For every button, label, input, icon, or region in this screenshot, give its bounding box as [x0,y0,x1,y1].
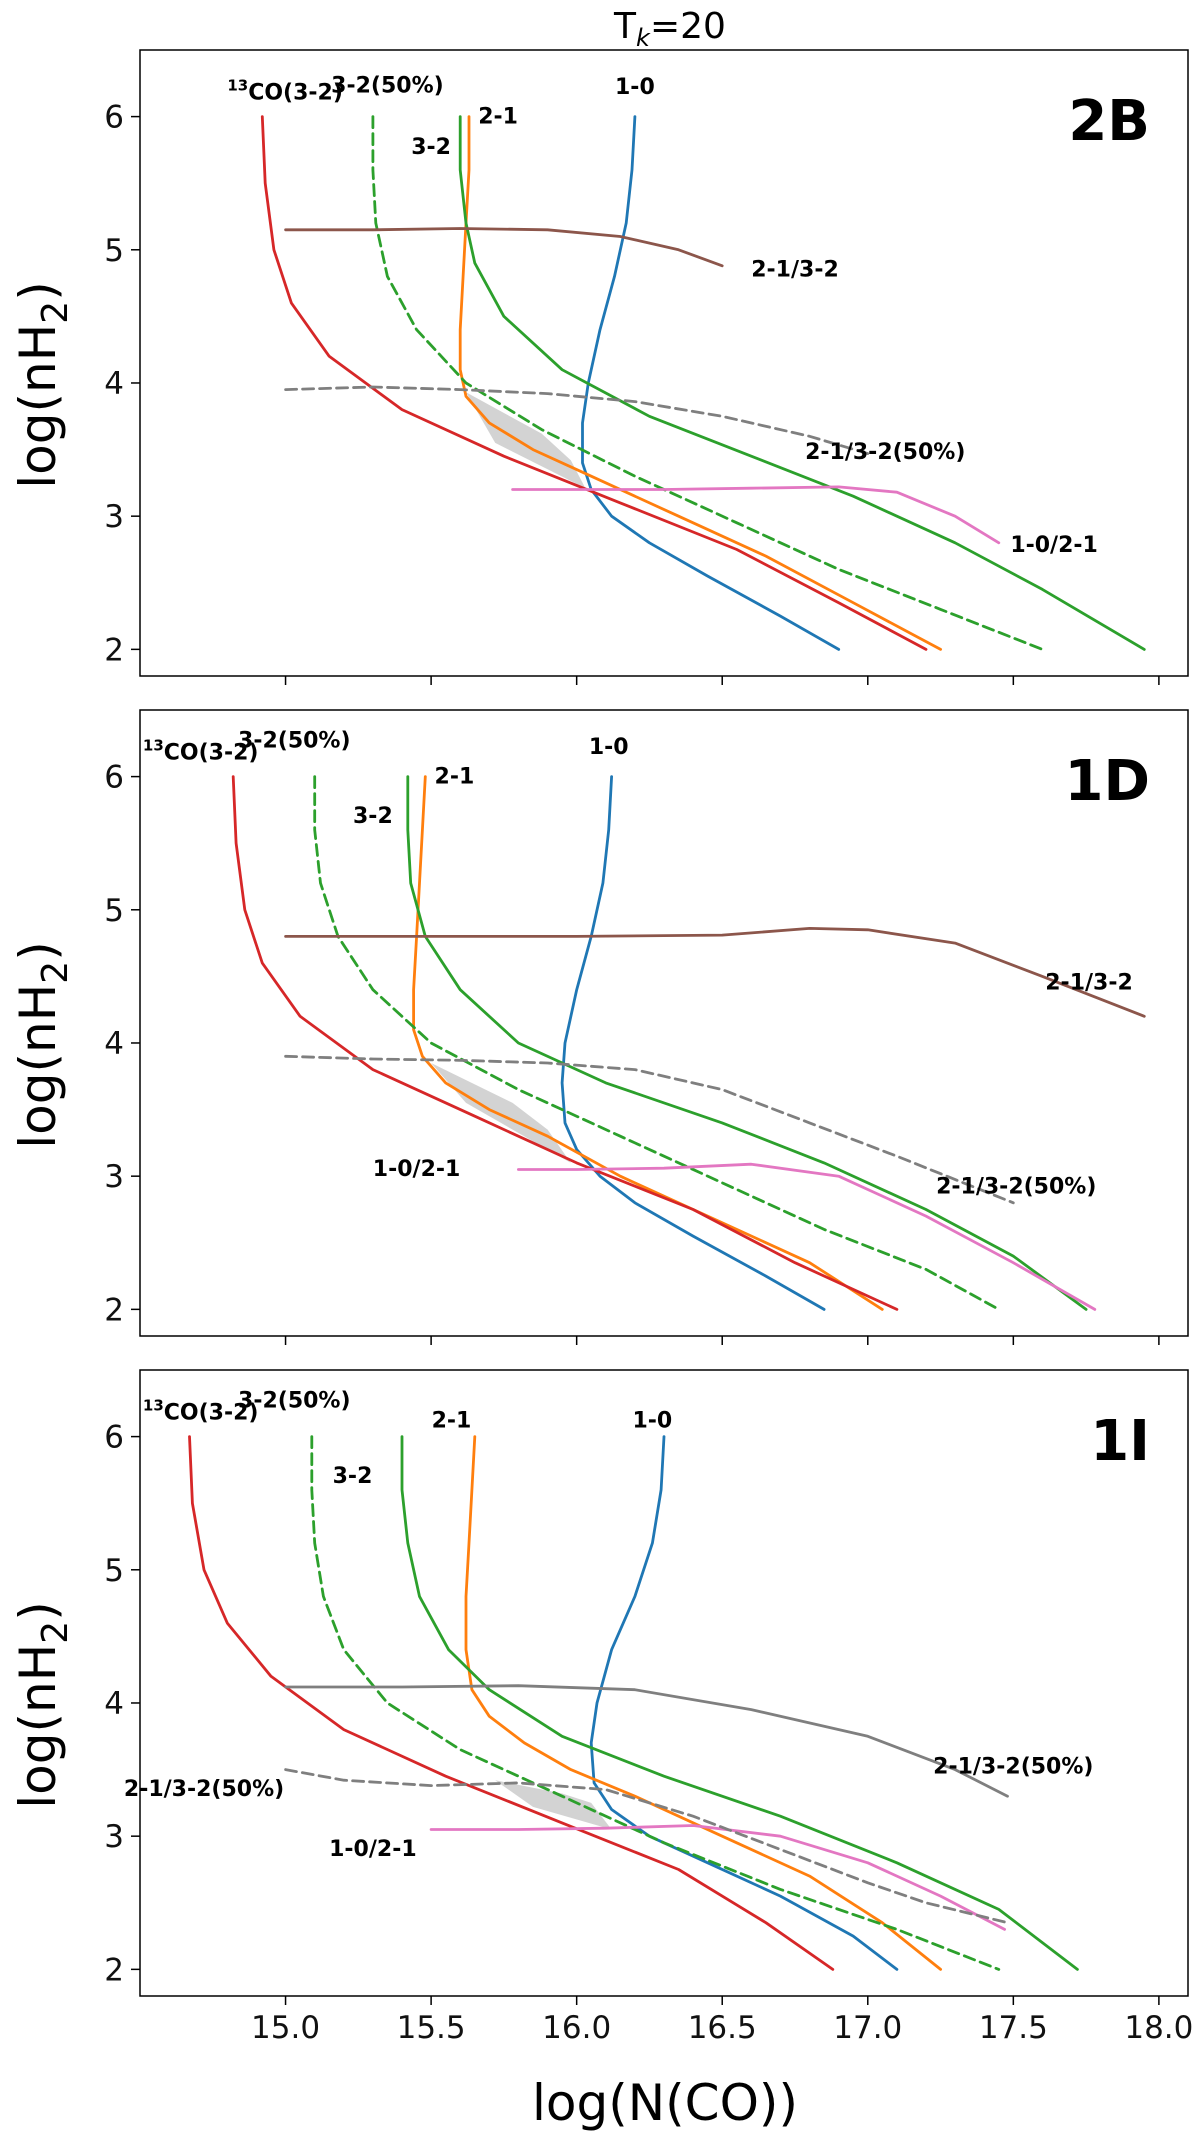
panel-1d: 2 3 4 5 6 3-2(50%) 1-0 2-1 3-2 2-1/3-2 2-1/3-2(50%… [104,709,1189,1345]
curve-label-2-1-3-2: 2-1/3-2 [1045,971,1133,996]
y-tick-label: 5 [104,233,124,269]
series-2-1-line [458,115,942,651]
x-tick-label: 15.0 [251,2010,320,2046]
curve-label-13co-3-2: 13CO(3-2) [143,736,259,765]
x-tick-label: 16.5 [688,2010,757,2046]
curve-label-1-0-2-1: 1-0/2-1 [373,1157,461,1182]
y-tick-label: 2 [104,632,124,668]
series-13co-3-2-line [188,1435,835,1971]
iso-superscript: 13 [227,76,248,94]
series-3-2-50-dashed-line [310,1435,1001,1971]
curve-label-2-1-3-2-50: 2-1/3-2(50%) [805,440,965,465]
iso-text: CO(3-2) [248,80,343,105]
series-3-2-50-dashed-line [371,115,1044,651]
series-1-0-2-1-line [511,485,1001,545]
iso-text: CO(3-2) [164,740,259,765]
y-axis-title-panel-1d: log(nH2) [9,941,76,1148]
curve-label-1-0: 1-0 [632,1408,672,1433]
figure-title-main: T [613,6,637,47]
series-2-1-line [412,775,884,1311]
curve-label-3-2-50: 3-2(50%) [238,728,351,753]
shaded-region [431,1063,571,1163]
plot-frame [139,49,1189,677]
curve-label-2-1: 2-1 [478,104,518,129]
x-tick-label: 16.0 [542,2010,611,2046]
figure-title-rest: =20 [650,6,726,47]
curve-label-3-2: 3-2 [333,1464,373,1489]
plot-frame [139,709,1189,1337]
series-2-1-3-2-50-dashed-line [284,1054,1015,1205]
y-tick-label: 4 [104,366,124,402]
curve-label-13co-3-2: 13CO(3-2) [227,76,343,105]
iso-superscript: 13 [143,1396,164,1414]
series-3-2-line [458,115,1146,651]
curve-label-1-0-2-1: 1-0/2-1 [329,1837,417,1862]
y-tick-label: 3 [104,499,124,535]
series-2-1-3-2-50-dashed-line [284,385,870,455]
y-tick-label: 6 [104,1420,124,1456]
figure-title: Tk=20 [613,6,726,52]
curve-label-3-2-50: 3-2(50%) [238,1388,351,1413]
curve-label-2-1-3-2-50: 2-1/3-2(50%) [124,1777,284,1802]
series-2-1-3-2-50-line [284,1684,1009,1798]
panel-1i: 2 3 4 5 6 15.0 15.5 16.0 16.5 17.0 17.5 18.0 3-2(50%… [104,1369,1193,2046]
series-1-0-line [560,775,826,1311]
series-3-2-line [406,775,1088,1311]
plot-frame [139,1369,1189,1997]
x-tick-label: 17.0 [833,2010,902,2046]
curve-label-2-1-3-2-50: 2-1/3-2(50%) [933,1755,1093,1780]
curve-label-3-2: 3-2 [411,135,451,160]
y-tick-label: 2 [104,1952,124,1988]
series-2-1-line [464,1435,942,1971]
y-tick-label: 2 [104,1292,124,1328]
curve-label-13co-3-2: 13CO(3-2) [143,1396,259,1425]
panel-2b: 2 3 4 5 6 3-2(50%) 1-0 2-1 3-2 2-1/3-2 2-1/3-2(50%… [104,49,1189,685]
series-1-0-line [581,115,841,651]
series-3-2-50-dashed-line [313,775,1001,1311]
panel-label: 1D [1065,749,1150,814]
iso-text: CO(3-2) [164,1400,259,1425]
y-axis-title-panel-1i: log(nH2) [9,1601,76,1808]
series-3-2-line [400,1435,1079,1971]
shaded-region [495,1780,612,1830]
x-axis-title: log(N(CO)) [532,2074,798,2132]
series-1-0-2-1-line [429,1824,1006,1931]
series-2-1-3-2-line [284,227,724,268]
y-axis-title-panel-2b: log(nH2) [9,281,76,488]
iso-superscript: 13 [143,736,164,754]
curve-label-2-1-3-2: 2-1/3-2 [751,257,839,282]
curve-label-3-2-50: 3-2(50%) [331,74,444,99]
y-tick-label: 5 [104,893,124,929]
curve-label-2-1: 2-1 [435,764,475,789]
curve-label-2-1-3-2-50: 2-1/3-2(50%) [936,1174,1096,1199]
curve-label-3-2: 3-2 [353,804,393,829]
series-1-0-2-1-line [517,1162,1097,1311]
x-tick-label: 18.0 [1124,2010,1193,2046]
series-13co-3-2-line [260,115,928,651]
curve-label-1-0: 1-0 [589,735,629,760]
curve-label-1-0-2-1: 1-0/2-1 [1010,533,1098,558]
shaded-region [466,392,586,489]
figure-title-sub: k [636,24,651,52]
y-tick-label: 3 [104,1159,124,1195]
series-1-0-line [589,1435,899,1971]
curve-label-2-1: 2-1 [432,1408,472,1433]
x-tick-label: 15.5 [397,2010,466,2046]
curve-label-1-0: 1-0 [615,75,655,100]
series-2-1-3-2-line [284,927,1146,1018]
y-tick-label: 6 [104,760,124,796]
panel-label: 2B [1068,89,1150,154]
y-tick-label: 3 [104,1819,124,1855]
panel-label: 1I [1090,1409,1150,1474]
y-tick-label: 4 [104,1026,124,1062]
y-tick-label: 6 [104,100,124,136]
y-tick-label: 5 [104,1553,124,1589]
series-2-1-3-2-50-dashed-line [284,1768,1009,1925]
x-tick-label: 17.5 [979,2010,1048,2046]
y-tick-label: 4 [104,1686,124,1722]
series-13co-3-2-line [231,775,899,1311]
